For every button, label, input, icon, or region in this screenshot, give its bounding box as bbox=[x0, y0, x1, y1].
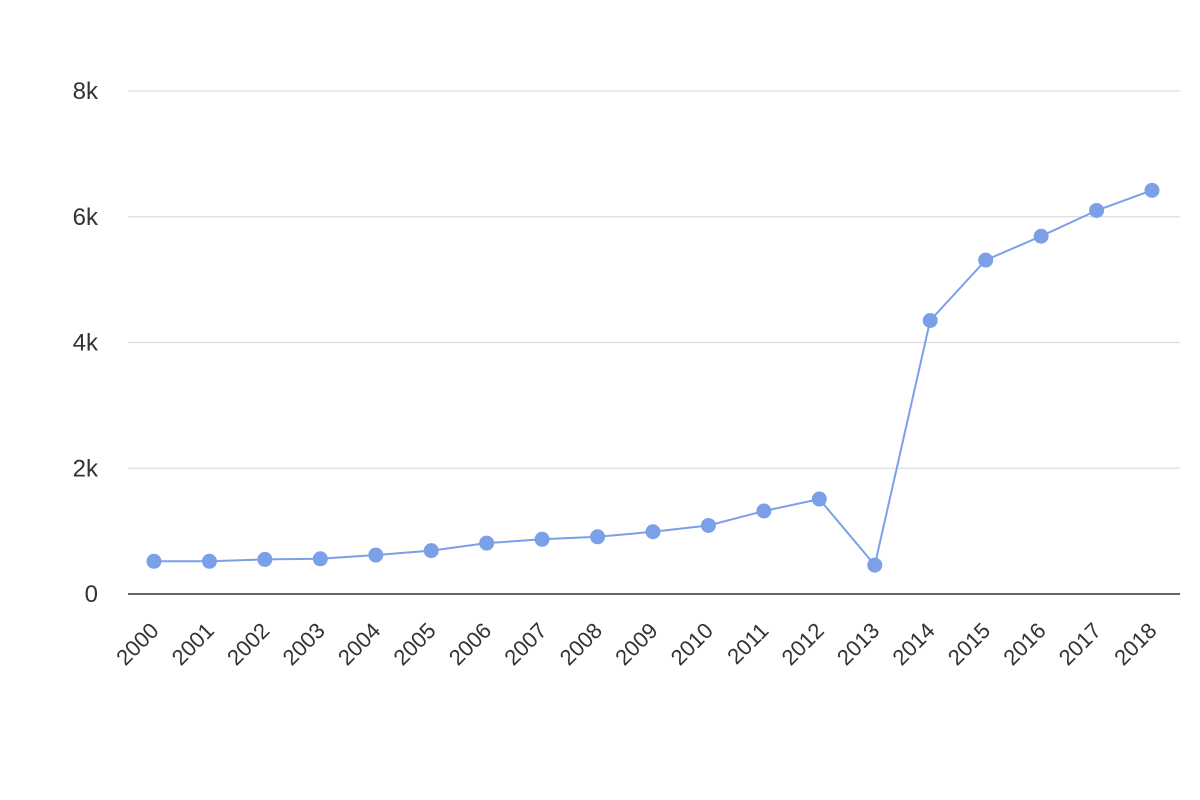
data-point bbox=[201, 553, 217, 569]
data-point bbox=[590, 529, 606, 545]
y-axis-labels: 0 2k 4k 6k 8k bbox=[73, 78, 99, 608]
x-tick-label: 2006 bbox=[444, 618, 496, 670]
data-point bbox=[867, 557, 883, 573]
x-tick-label: 2010 bbox=[666, 618, 718, 670]
x-tick-label: 2000 bbox=[111, 618, 163, 670]
data-point bbox=[922, 312, 938, 328]
data-point bbox=[700, 517, 716, 533]
x-tick-label: 2002 bbox=[222, 618, 274, 670]
x-tick-label: 2001 bbox=[167, 618, 219, 670]
x-tick-label: 2013 bbox=[832, 618, 884, 670]
data-point bbox=[1144, 182, 1160, 198]
x-axis-labels: 2000 2001 2002 2003 2004 2005 2006 2007 2008 2009… bbox=[111, 618, 1161, 670]
data-point bbox=[257, 551, 273, 567]
data-points bbox=[146, 182, 1160, 573]
y-tick-label: 2k bbox=[73, 455, 99, 482]
y-tick-label: 8k bbox=[73, 78, 99, 105]
y-tick-label: 4k bbox=[73, 330, 99, 357]
data-point bbox=[645, 524, 661, 540]
series-line bbox=[154, 189, 1153, 568]
x-tick-label: 2005 bbox=[388, 618, 440, 670]
data-point bbox=[534, 531, 550, 547]
x-tick-label: 2003 bbox=[278, 618, 330, 670]
data-point bbox=[756, 503, 772, 519]
x-tick-label: 2015 bbox=[943, 618, 995, 670]
data-point bbox=[423, 543, 439, 559]
x-tick-label: 2012 bbox=[777, 618, 829, 670]
x-tick-label: 2009 bbox=[610, 618, 662, 670]
x-tick-label: 2014 bbox=[887, 618, 939, 670]
x-tick-label: 2018 bbox=[1109, 618, 1161, 670]
data-point bbox=[978, 252, 994, 268]
data-point bbox=[479, 535, 495, 551]
x-tick-label: 2017 bbox=[1054, 618, 1106, 670]
x-tick-label: 2011 bbox=[722, 618, 773, 669]
data-point bbox=[146, 553, 162, 569]
data-point bbox=[368, 547, 384, 563]
x-tick-label: 2004 bbox=[333, 618, 385, 670]
y-tick-label: 6k bbox=[73, 204, 99, 231]
x-tick-label: 2016 bbox=[998, 618, 1050, 670]
x-tick-label: 2008 bbox=[555, 618, 607, 670]
data-point bbox=[312, 551, 328, 567]
gridlines bbox=[128, 90, 1180, 469]
data-point bbox=[1033, 228, 1049, 244]
data-point bbox=[811, 491, 827, 507]
x-tick-label: 2007 bbox=[499, 618, 551, 670]
data-point bbox=[1089, 202, 1105, 218]
y-tick-label: 0 bbox=[85, 581, 98, 608]
